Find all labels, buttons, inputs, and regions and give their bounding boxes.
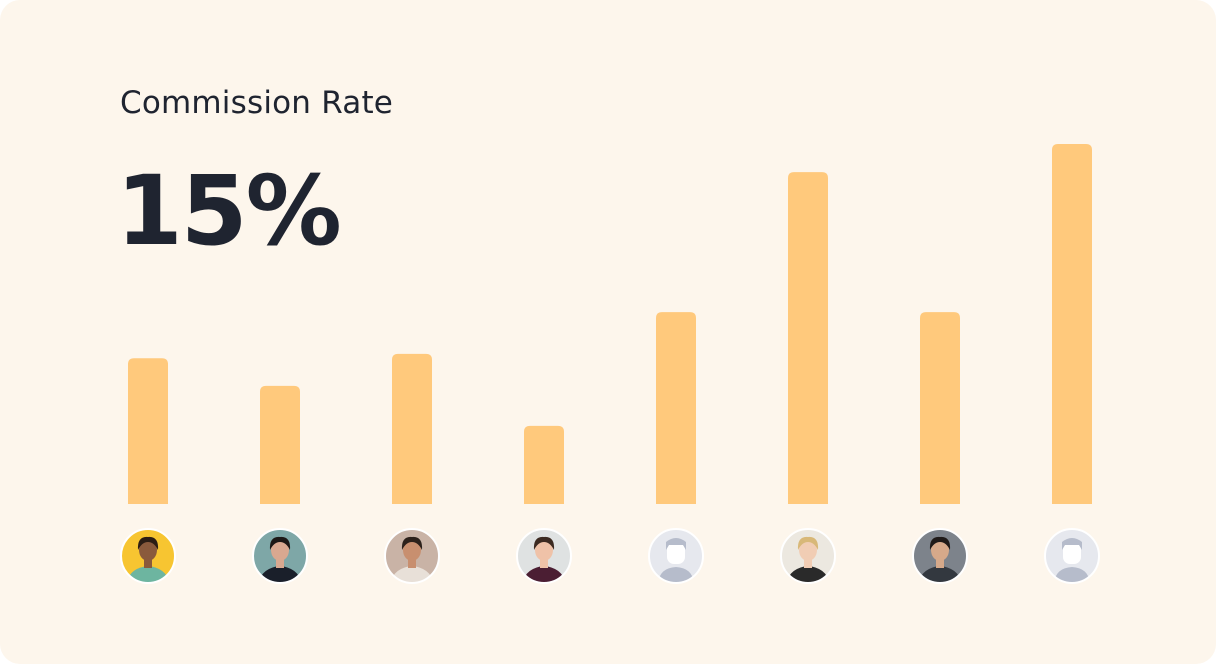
avatar-5-ring [648, 528, 704, 584]
bar-person-4 [524, 425, 564, 504]
avatar-3 [385, 529, 439, 583]
avatar-2-ring [252, 528, 308, 584]
bar-person-2 [260, 385, 300, 504]
avatar-8-ring [1044, 528, 1100, 584]
avatar-7-ring [912, 528, 968, 584]
bar-person-5 [656, 312, 696, 504]
avatar-1-ring [120, 528, 176, 584]
avatar-7 [913, 529, 967, 583]
avatar-5 [649, 529, 703, 583]
avatar-4 [517, 529, 571, 583]
bar-person-1 [128, 358, 168, 504]
bar-person-3 [392, 353, 432, 504]
bar-person-7 [920, 312, 960, 504]
commission-rate-value: 15% [116, 155, 342, 267]
card-title: Commission Rate [120, 85, 394, 121]
avatar-3-ring [384, 528, 440, 584]
avatar-4-ring [516, 528, 572, 584]
bar-person-6 [788, 172, 828, 504]
avatar-6-ring [780, 528, 836, 584]
bar-person-8 [1052, 144, 1092, 504]
